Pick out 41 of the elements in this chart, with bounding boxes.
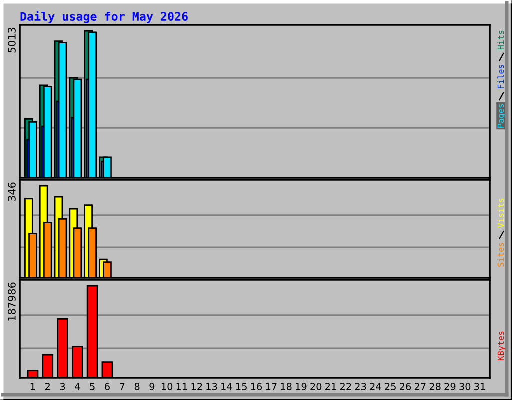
- x-tick-label: 24: [370, 383, 382, 390]
- text: Visits: [498, 198, 504, 228]
- x-tick-label: 2: [45, 383, 50, 390]
- x-tick-label: 30: [460, 383, 471, 390]
- x-tick-label: 1: [30, 383, 36, 390]
- text: 187986: [8, 282, 16, 321]
- x-tick-label: 27: [414, 383, 426, 390]
- x-tick-label: 16: [251, 383, 262, 390]
- x-tick-label: 15: [236, 383, 247, 390]
- x-tick-label: 5: [90, 383, 95, 390]
- x-tick-label: 23: [355, 383, 366, 390]
- chart-title: Daily usage for May 2026: [20, 11, 188, 24]
- x-tick-label: 11: [176, 383, 188, 390]
- x-tick-label: 3: [60, 383, 66, 390]
- x-tick-label: 13: [206, 383, 218, 390]
- x-tick-label: 29: [444, 383, 456, 390]
- legend-label: Sites: [498, 243, 504, 267]
- text: 346: [8, 182, 16, 202]
- x-tick-label: 14: [222, 383, 232, 390]
- x-tick-label: 19: [296, 383, 307, 390]
- x-tick-label: 31: [474, 383, 486, 390]
- text: KBytes: [498, 332, 506, 361]
- x-tick-label: 18: [281, 383, 292, 390]
- text: Hits: [498, 30, 504, 50]
- x-tick-label: 10: [162, 383, 173, 390]
- x-tick-label: 12: [192, 383, 202, 390]
- x-tick-label: 21: [326, 383, 336, 390]
- x-tick-label: 8: [134, 383, 140, 390]
- x-tick-label: 25: [385, 383, 396, 390]
- legend-label: Files: [498, 65, 504, 88]
- legend-label: Pages: [498, 104, 506, 128]
- x-tick-label: 28: [430, 383, 441, 390]
- x-tick-label: 20: [310, 383, 322, 390]
- x-tick-label: 17: [266, 383, 277, 390]
- x-tick-label: 4: [75, 383, 80, 390]
- x-tick-label: 22: [340, 383, 352, 390]
- text: 5013: [8, 28, 16, 53]
- x-tick-label: 6: [105, 383, 110, 390]
- x-tick-label: 26: [400, 383, 412, 390]
- x-tick-label: 9: [150, 383, 155, 390]
- x-tick-label: 7: [120, 383, 125, 390]
